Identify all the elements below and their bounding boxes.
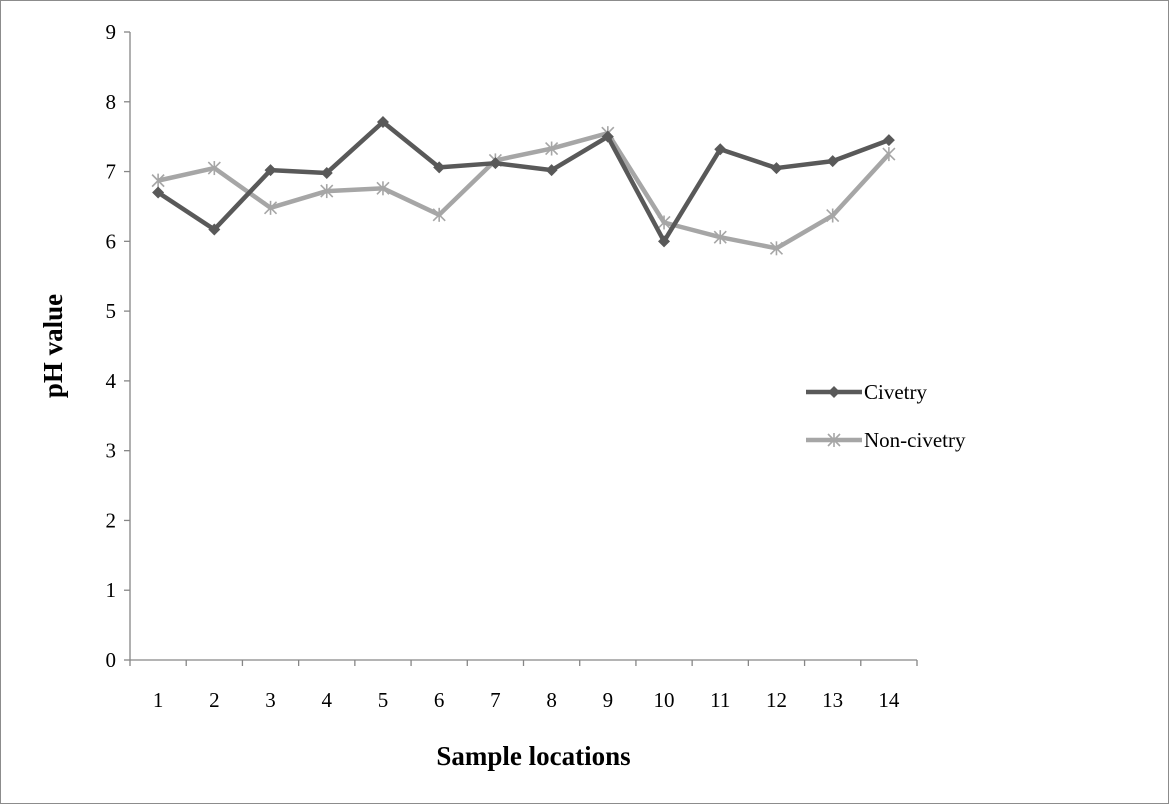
x-axis-title: Sample locations [436, 741, 630, 771]
legend-item-civetry: Civetry [806, 380, 927, 404]
x-tick-label: 10 [654, 688, 675, 712]
legend: Civetry Non-civetry [806, 380, 966, 452]
legend-label: Non-civetry [864, 428, 966, 452]
data-point-non-civetry [657, 215, 671, 230]
x-tick-label: 14 [878, 688, 900, 712]
legend-marker [827, 433, 841, 447]
x-ticks: 1 2 3 4 5 6 7 8 9 10 11 12 13 14 [129, 660, 918, 712]
series-civetry [152, 116, 895, 248]
data-point-non-civetry [320, 184, 334, 199]
data-point-civetry [545, 164, 558, 177]
data-point-non-civetry [263, 200, 278, 215]
series-line-civetry [156, 119, 890, 244]
data-point-civetry [152, 186, 165, 199]
x-tick-label: 8 [546, 688, 557, 712]
x-tick-label: 12 [766, 688, 787, 712]
data-point-civetry [826, 155, 839, 168]
x-tick-label: 5 [378, 688, 389, 712]
data-point-civetry [433, 161, 446, 174]
data-point-civetry [208, 223, 221, 236]
y-tick-label: 2 [106, 508, 117, 532]
y-axis-title: pH value [38, 294, 68, 398]
data-point-civetry [264, 164, 277, 177]
x-tick-label: 9 [603, 688, 614, 712]
data-point-non-civetry [432, 207, 446, 222]
data-point-non-civetry [376, 181, 390, 196]
series-line-non-civetry [157, 130, 891, 251]
data-point-civetry [489, 157, 502, 170]
data-point-civetry [601, 130, 614, 143]
y-tick-label: 0 [106, 648, 117, 672]
legend-item-non-civetry: Non-civetry [806, 428, 966, 452]
y-tick-label: 6 [106, 229, 117, 253]
x-tick-label: 4 [322, 688, 333, 712]
data-point-non-civetry [545, 141, 559, 156]
data-point-non-civetry [151, 173, 165, 188]
data-point-non-civetry [713, 230, 727, 245]
data-point-civetry [376, 116, 389, 129]
x-tick-label: 2 [209, 688, 220, 712]
y-tick-label: 5 [106, 299, 117, 323]
y-ticks: 0 1 2 3 4 5 6 7 8 9 [106, 20, 130, 672]
data-point-non-civetry [826, 208, 840, 223]
data-point-civetry [882, 134, 895, 147]
legend-marker [828, 386, 840, 398]
x-tick-label: 6 [434, 688, 445, 712]
legend-label: Civetry [864, 380, 927, 404]
data-point-civetry [714, 143, 727, 156]
data-point-non-civetry [769, 241, 784, 256]
data-point-civetry [770, 162, 783, 175]
data-point-non-civetry [207, 161, 221, 176]
y-tick-label: 9 [106, 20, 117, 44]
data-point-civetry [320, 166, 333, 179]
series-layer [151, 116, 896, 256]
x-tick-label: 11 [710, 688, 730, 712]
axes [129, 32, 917, 661]
x-tick-label: 7 [490, 688, 501, 712]
data-point-non-civetry [882, 147, 896, 162]
y-tick-label: 1 [106, 578, 117, 602]
series-non-civetry [151, 126, 896, 256]
x-tick-label: 13 [822, 688, 843, 712]
y-tick-label: 8 [106, 90, 117, 114]
x-tick-label: 3 [265, 688, 276, 712]
y-tick-label: 3 [106, 439, 117, 463]
y-tick-label: 7 [106, 160, 117, 184]
x-tick-label: 1 [153, 688, 164, 712]
data-point-civetry [658, 235, 671, 248]
y-tick-label: 4 [106, 369, 117, 393]
